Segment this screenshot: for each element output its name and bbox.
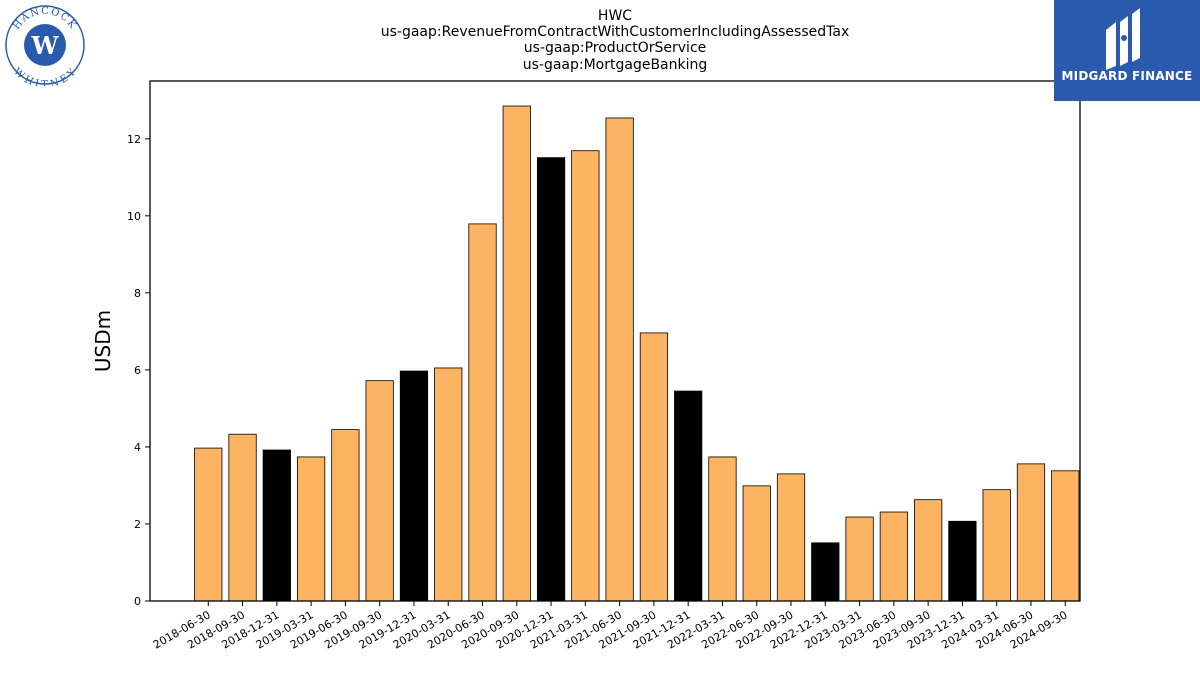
title-line-axis: us-gaap:ProductOrService xyxy=(523,40,707,56)
bar-2024-06-30 xyxy=(1016,463,1046,602)
bar-2023-09-30 xyxy=(914,499,943,602)
bar-2024-09-30 xyxy=(1051,470,1080,602)
hancock-whitney-logo: HANCOCK WHITNEY W xyxy=(4,4,86,90)
y-tick-label: 6 xyxy=(134,364,141,377)
bar-2021-06-30 xyxy=(605,117,634,602)
bar-2021-09-30 xyxy=(639,332,669,602)
bar-2018-06-30 xyxy=(194,447,223,602)
bar-2023-03-31 xyxy=(845,516,874,602)
bar-2019-09-30 xyxy=(365,380,394,602)
bar-2019-03-31 xyxy=(296,456,326,602)
bar-2022-12-31 xyxy=(811,542,840,602)
plot-frame xyxy=(149,80,1081,602)
bar-2020-12-31 xyxy=(536,157,566,602)
bar-2020-03-31 xyxy=(434,367,463,602)
title-line-concept: us-gaap:RevenueFromContractWithCustomerI… xyxy=(380,24,850,40)
bar-2020-09-30 xyxy=(502,105,531,602)
bar-2018-09-30 xyxy=(228,433,257,602)
bar-2023-12-31 xyxy=(948,520,977,602)
bar-2022-06-30 xyxy=(742,485,771,602)
y-tick-label: 12 xyxy=(127,133,141,146)
bar-2022-03-31 xyxy=(708,456,737,602)
title-line-ticker: HWC xyxy=(597,8,633,24)
bar-2023-06-30 xyxy=(879,511,908,602)
bar-2022-09-30 xyxy=(776,473,806,602)
y-tick-label: 0 xyxy=(134,595,141,608)
midgard-finance-logo: MIDGARD FINANCE xyxy=(1054,0,1200,101)
bar-2019-06-30 xyxy=(331,429,360,602)
bar-2021-12-31 xyxy=(674,390,703,602)
midgard-mark-icon xyxy=(1106,8,1140,70)
y-tick-label: 2 xyxy=(134,518,141,531)
bar-2019-12-31 xyxy=(399,370,429,602)
y-axis-label: USDm xyxy=(91,310,115,372)
bar-2024-03-31 xyxy=(982,489,1011,602)
brand-name: MIDGARD FINANCE xyxy=(1061,69,1193,83)
y-tick-label: 8 xyxy=(134,287,141,300)
bar-2018-12-31 xyxy=(262,449,291,602)
title-line-member: us-gaap:MortgageBanking xyxy=(522,57,708,73)
bar-2021-03-31 xyxy=(571,150,600,602)
logo-mark-text: W xyxy=(31,31,60,60)
y-tick-label: 10 xyxy=(127,210,141,223)
bar-2020-06-30 xyxy=(468,223,497,602)
y-tick-label: 4 xyxy=(134,441,141,454)
